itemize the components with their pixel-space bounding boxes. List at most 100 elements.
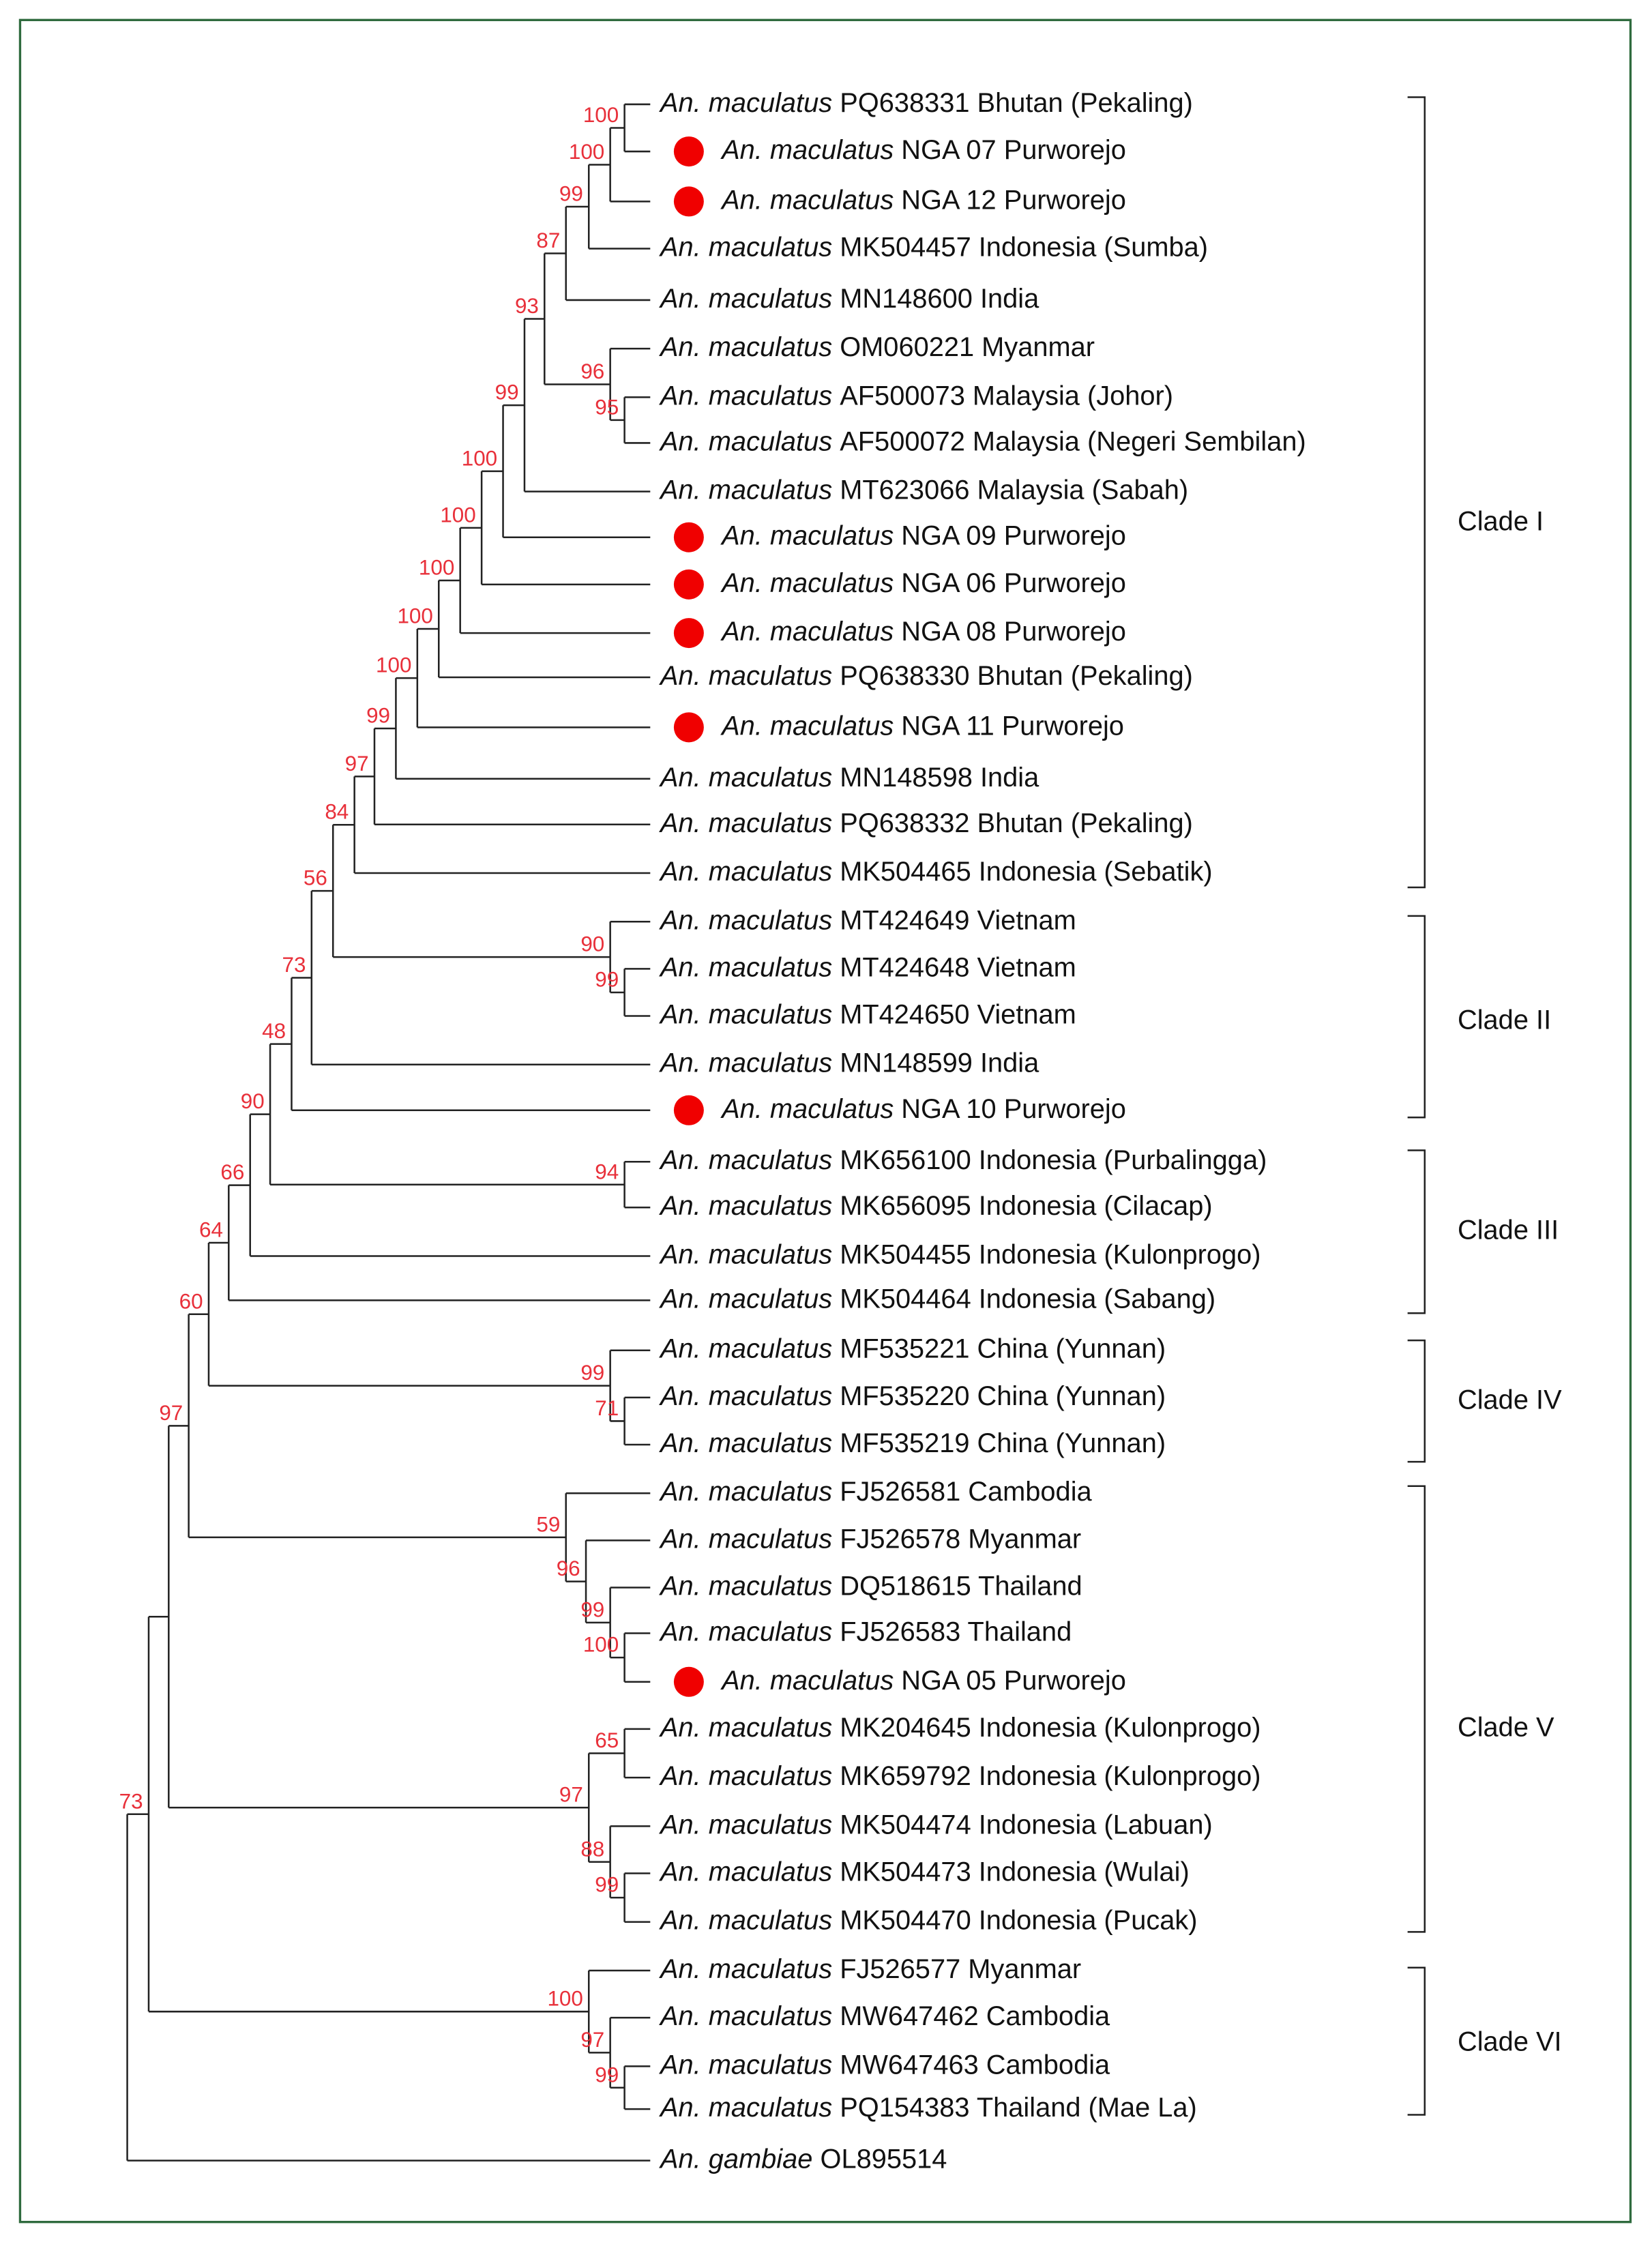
leaf-label: An. maculatus MK504465 Indonesia (Sebati… [659,857,1213,887]
bootstrap-value: 73 [119,1789,143,1813]
leaf-label: An. maculatus MK504474 Indonesia (Labuan… [659,1810,1213,1840]
branch [609,1825,651,1899]
leaf-label: An. maculatus NGA 12 Purworejo [720,185,1126,215]
accession: MF535219 China (Yunnan) [840,1428,1166,1458]
leaf-label: An. maculatus FJ526578 Myanmar [659,1524,1081,1554]
accession: AF500073 Malaysia (Johor) [840,381,1173,411]
leaf-label: An. maculatus NGA 08 Purworejo [720,617,1126,647]
branch [269,1043,625,1185]
leaf-label: An. maculatus MN148600 India [659,283,1039,313]
branch [438,579,651,679]
bootstrap-value: 99 [580,1597,604,1621]
sample-marker [673,136,704,167]
bootstrap-value: 100 [462,446,497,470]
genus: An. maculatus [659,1048,832,1078]
leaf-label: An. maculatus PQ638330 Bhutan (Pekaling) [659,661,1193,691]
leaf-label: An. maculatus PQ638331 Bhutan (Pekaling) [659,87,1193,117]
genus: An. maculatus [659,857,832,887]
branch [585,1539,651,1624]
genus: An. maculatus [659,1428,832,1458]
bootstrap-value: 96 [557,1557,580,1580]
genus: An. maculatus [659,808,832,838]
genus: An. maculatus [659,1284,832,1314]
leaf-label: An. maculatus NGA 09 Purworejo [720,520,1126,550]
leaf-label: An. maculatus MT623066 Malaysia (Sabah) [659,475,1188,505]
bootstrap-value: 94 [595,1160,619,1183]
genus: An. maculatus [659,1857,832,1887]
branch [609,347,651,422]
bootstrap-value: 59 [536,1512,560,1536]
bootstrap-value: 73 [282,953,306,977]
leaf-label: An. maculatus MK659792 Indonesia (Kulonp… [659,1761,1261,1791]
genus: An. maculatus [659,2001,832,2031]
clade-label: Clade III [1458,1215,1559,1245]
bootstrap-value: 100 [419,556,454,580]
branch [544,252,610,385]
genus: An. maculatus [720,135,894,165]
branch [623,1632,651,1683]
accession: MK656095 Indonesia (Cilacap) [840,1191,1212,1221]
leaf-label: An. maculatus MK204645 Indonesia (Kulonp… [659,1712,1261,1742]
bootstrap-value: 56 [304,866,327,890]
branch [565,205,651,301]
genus: An. gambiae [659,2144,812,2174]
genus: An. maculatus [659,87,832,117]
leaf-label: An. maculatus MN148599 India [659,1048,1039,1078]
leaf-label: An. maculatus FJ526581 Cambodia [659,1477,1093,1507]
clade-label: Clade VI [1458,2026,1562,2056]
accession: AF500072 Malaysia (Negeri Sembilan) [840,426,1306,456]
branch [609,1587,651,1659]
accession: MF535221 China (Yunnan) [840,1333,1166,1363]
sample-marker [673,522,704,552]
accession: DQ518615 Thailand [840,1571,1082,1601]
branch [565,1492,651,1582]
leaf-label: An. maculatus NGA 07 Purworejo [720,135,1126,165]
branch [623,1396,651,1446]
genus: An. maculatus [720,1665,894,1695]
leaf-label: An. maculatus FJ526583 Thailand [659,1617,1072,1647]
sample-marker [673,1666,704,1697]
leaf-label: An. maculatus MK504473 Indonesia (Wulai) [659,1857,1190,1887]
genus: An. maculatus [659,2050,832,2080]
genus: An. maculatus [720,1093,894,1123]
bootstrap-value: 65 [595,1728,619,1752]
branch [623,968,651,1017]
clade-label: Clade I [1458,506,1544,536]
bootstrap-value: 90 [241,1089,265,1113]
accession: NGA 05 Purworejo [901,1665,1126,1695]
genus: An. maculatus [659,1191,832,1221]
frame [18,18,1632,2224]
accession: MK204645 Indonesia (Kulonprogo) [840,1712,1260,1742]
accession: FJ526578 Myanmar [840,1524,1081,1554]
leaf-label: An. maculatus MK656095 Indonesia (Cilaca… [659,1191,1213,1221]
bootstrap-value: 100 [583,1633,619,1657]
bootstrap-value: 99 [559,182,583,206]
genus: An. maculatus [659,1810,832,1840]
accession: NGA 09 Purworejo [901,520,1126,550]
accession: PQ638332 Bhutan (Pekaling) [840,808,1193,838]
leaf-label: An. maculatus MT424649 Vietnam [659,905,1076,935]
leaf-label: An. maculatus PQ154383 Thailand (Mae La) [659,2093,1197,2123]
accession: MW647462 Cambodia [840,2001,1110,2031]
bootstrap-value: 64 [199,1218,223,1242]
leaf-label: An. maculatus MT424650 Vietnam [659,999,1076,1029]
genus: An. maculatus [659,999,832,1029]
genus: An. maculatus [659,283,832,313]
sample-marker [673,1095,704,1125]
accession: MK504474 Indonesia (Labuan) [840,1810,1213,1840]
accession: FJ526583 Thailand [840,1617,1072,1647]
genus: An. maculatus [659,1333,832,1363]
bootstrap-value: 71 [595,1396,619,1420]
leaf-label: An. maculatus PQ638332 Bhutan (Pekaling) [659,808,1193,838]
leaf-label: An. maculatus MN148598 India [659,762,1039,792]
genus: An. maculatus [659,1145,832,1175]
genus: An. maculatus [720,520,894,550]
genus: An. maculatus [720,185,894,215]
branch [587,1969,651,2054]
bootstrap-value: 99 [580,1361,604,1385]
genus: An. maculatus [659,1617,832,1647]
branch [373,727,651,826]
leaf-label: An. maculatus MK504470 Indonesia (Pucak) [659,1905,1198,1935]
accession: MK504457 Indonesia (Sumba) [840,232,1208,262]
